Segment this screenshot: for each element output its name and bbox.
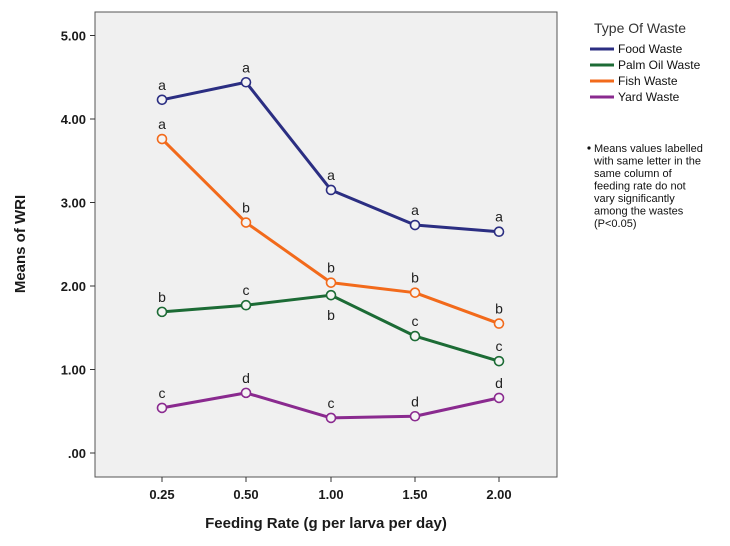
y-tick-label: 5.00	[61, 29, 86, 44]
legend-label-food-waste: Food Waste	[618, 42, 683, 56]
data-point-fish-waste	[240, 217, 252, 228]
data-point-fish-waste	[325, 277, 337, 288]
y-tick-label: 3.00	[61, 196, 86, 211]
y-tick-label: 1.00	[61, 363, 86, 378]
series-palm-oil-waste	[156, 289, 505, 367]
note-line: (P<0.05)	[594, 218, 637, 230]
data-point-palm-oil-waste	[240, 299, 252, 311]
significance-letter: b	[411, 270, 419, 286]
note-line: same column of	[594, 168, 673, 180]
data-point-yard-waste	[240, 387, 252, 399]
y-tick-label: 2.00	[61, 279, 86, 294]
significance-letter: d	[242, 370, 250, 386]
series-fish-waste	[156, 133, 505, 329]
data-point-food-waste	[240, 76, 252, 88]
x-tick-label: 0.25	[149, 487, 174, 502]
x-tick-label: 1.50	[402, 487, 427, 502]
x-axis-title: Feeding Rate (g per larva per day)	[205, 515, 447, 532]
series-yard-waste	[156, 387, 505, 424]
data-point-palm-oil-waste	[156, 306, 168, 318]
y-axis: .00 1.00 2.00 3.00 4.00 5.00	[61, 29, 95, 461]
data-point-palm-oil-waste	[493, 355, 505, 367]
significance-letter: a	[327, 167, 335, 183]
data-point-fish-waste	[409, 287, 421, 298]
note-line: feeding rate do not	[594, 181, 686, 193]
y-axis-title: Means of WRI	[12, 195, 29, 293]
significance-letter: b	[242, 200, 250, 216]
significance-letter: b	[327, 260, 335, 276]
significance-letter: a	[411, 202, 419, 218]
series-food-waste	[156, 76, 505, 238]
data-point-yard-waste	[156, 402, 168, 414]
significance-letter: c	[328, 395, 335, 411]
significance-letter: b	[327, 307, 335, 323]
series-layer	[156, 76, 505, 424]
significance-letters: a a a a a b c b c c a b b b b c d c d d	[158, 59, 503, 411]
significance-letter: d	[411, 393, 419, 409]
significance-letter: c	[159, 385, 166, 401]
y-tick-label: .00	[68, 446, 86, 461]
note-line: with same letter in the	[593, 156, 701, 168]
data-point-fish-waste	[493, 318, 505, 329]
legend: Type Of Waste Food Waste Palm Oil Waste Fi…	[590, 20, 701, 104]
significance-letter: b	[495, 301, 503, 317]
data-point-food-waste	[156, 94, 168, 106]
note-line: vary significantly	[594, 193, 675, 205]
significance-letter: c	[412, 313, 419, 329]
y-tick-label: 4.00	[61, 112, 86, 127]
data-point-yard-waste	[409, 410, 421, 422]
x-tick-label: 0.50	[233, 487, 258, 502]
x-tick-label: 1.00	[318, 487, 343, 502]
data-point-palm-oil-waste	[409, 330, 421, 342]
plot-area	[94, 11, 558, 478]
significance-letter: a	[495, 209, 503, 225]
significance-letter: a	[158, 77, 166, 93]
significance-letter: c	[496, 338, 503, 354]
data-point-yard-waste	[325, 412, 337, 424]
data-point-palm-oil-waste	[325, 289, 337, 301]
significance-letter: d	[495, 375, 503, 391]
data-point-food-waste	[325, 184, 337, 196]
note-bullet	[587, 146, 591, 150]
note-line: Means values labelled	[594, 143, 703, 155]
note-line: among the wastes	[594, 206, 684, 218]
significance-letter: a	[242, 59, 250, 75]
legend-label-yard-waste: Yard Waste	[618, 90, 680, 104]
x-tick-label: 2.00	[486, 487, 511, 502]
legend-title: Type Of Waste	[594, 20, 686, 36]
data-point-yard-waste	[493, 392, 505, 404]
data-point-food-waste	[493, 226, 505, 238]
data-point-food-waste	[409, 219, 421, 231]
legend-label-palm-oil-waste: Palm Oil Waste	[618, 58, 701, 72]
x-axis: 0.25 0.50 1.00 1.50 2.00	[149, 477, 512, 502]
significance-letter: c	[243, 282, 250, 298]
significance-letter: b	[158, 289, 166, 305]
legend-label-fish-waste: Fish Waste	[618, 74, 678, 88]
significance-letter: a	[158, 116, 166, 132]
data-point-fish-waste	[156, 133, 168, 145]
